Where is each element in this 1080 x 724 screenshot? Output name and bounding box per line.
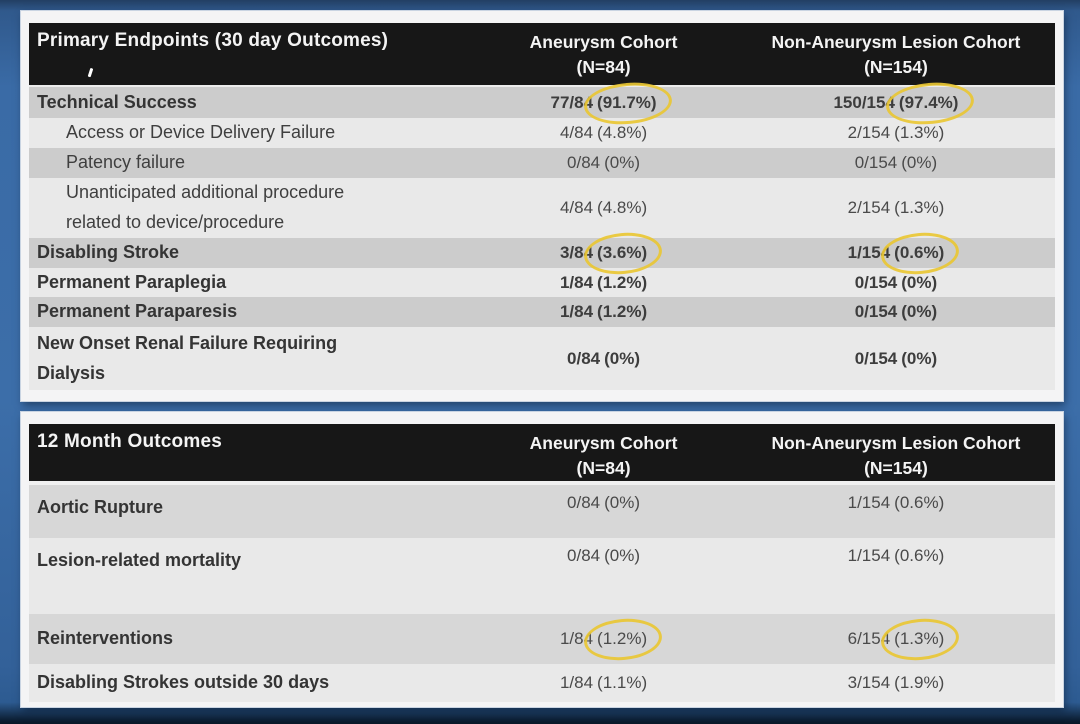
table-row-aortic-rupture: Aortic Rupture 0/84 (0%) 1/154 (0.6%) [29, 485, 1055, 538]
non-aneurysm-value: 6/154 (1.3%) [847, 629, 945, 648]
non-aneurysm-value: 2/154 (1.3%) [847, 198, 945, 217]
non-aneurysm-value: 2/154 (1.3%) [847, 123, 945, 142]
table-row-permanent-paraparesis: Permanent Paraparesis 1/84 (1.2%) 0/154 (0… [29, 297, 1055, 327]
aneurysm-value: 3/84 (3.6%) [559, 243, 648, 262]
non-aneurysm-value: 0/154 (0%) [854, 348, 938, 368]
circle-annotation: (91.7%) [597, 92, 657, 112]
table-row-disabling-strokes-outside: Disabling Strokes outside 30 days 1/84 (1… [29, 664, 1055, 702]
non-aneurysm-value: 150/154 (97.4%) [833, 92, 959, 112]
primary-endpoints-panel: Primary Endpoints (30 day Outcomes) Aneu… [21, 11, 1063, 401]
table-row-renal-failure: New Onset Renal Failure Requiring Dialys… [29, 327, 1055, 390]
row-label: Disabling Stroke [37, 242, 180, 263]
table-row-unanticipated-procedure: Unanticipated additional procedure relat… [29, 178, 1055, 238]
row-label: Access or Device Delivery Failure [66, 122, 336, 143]
aneurysm-value: 1/84 (1.2%) [559, 302, 648, 321]
table1-header: Primary Endpoints (30 day Outcomes) Aneu… [29, 23, 1055, 87]
aneurysm-cohort-header: Aneurysm Cohort (N=84) [529, 32, 678, 78]
row-label: Technical Success [37, 91, 197, 112]
table-row-technical-success: Technical Success 77/84 (91.7%) 150/154 (9… [29, 87, 1055, 118]
row-label: Reinterventions [37, 628, 174, 649]
table-row-reinterventions: Reinterventions 1/84 (1.2%) 6/154 (1.3%) [29, 614, 1055, 664]
aneurysm-value: 0/84 (0%) [567, 493, 641, 512]
non-aneurysm-value: 0/154 (0%) [854, 153, 938, 172]
circle-annotation: (1.3%) [894, 629, 945, 648]
table-row-lesion-mortality: Lesion-related mortality 0/84 (0%) 1/154(… [29, 538, 1055, 614]
aneurysm-value: 1/84 (1.2%) [559, 629, 648, 648]
aneurysm-value: 77/84 (91.7%) [550, 92, 657, 112]
aneurysm-value: 4/84 (4.8%) [559, 123, 648, 142]
aneurysm-cohort-header: Aneurysm Cohort (N=84) [529, 433, 678, 479]
non-aneurysm-value: 0/154 (0%) [854, 272, 938, 292]
table-row-patency-failure: Patency failure 0/84 (0%) 0/154 (0%) [29, 148, 1055, 178]
non-aneurysm-value: 1/154 (0.6%) [847, 493, 945, 512]
non-aneurysm-value: 0/154 (0%) [854, 302, 938, 321]
non-aneurysm-value: 1/154 (0.6%) [847, 546, 945, 565]
row-label: Permanent Paraparesis [37, 301, 238, 322]
circle-annotation: (3.6%) [597, 243, 648, 262]
aneurysm-value: 0/84 (0%) [567, 546, 641, 565]
row-label: Lesion-related mortality [37, 550, 242, 570]
circle-annotation: (97.4%) [898, 92, 959, 112]
non-aneurysm-cohort-header: Non-Aneurysm Lesion Cohort (N=154) [771, 433, 1021, 479]
row-label: New Onset Renal Failure Requiring Dialys… [37, 332, 338, 383]
table1-title: Primary Endpoints (30 day Outcomes) [37, 30, 389, 51]
table-row-access-failure: Access or Device Delivery Failure 4/84 (4… [29, 118, 1055, 148]
circle-annotation: (1.2%) [597, 629, 648, 648]
aneurysm-value: 1/84 (1.2%) [559, 272, 648, 292]
non-aneurysm-value: 3/154 (1.9%) [847, 673, 945, 692]
row-label: Unanticipated additional procedure relat… [66, 182, 345, 232]
table-row-disabling-stroke: Disabling Stroke 3/84 (3.6%) 1/154 (0.6%) [29, 238, 1055, 268]
circle-annotation: (0.6%) [894, 243, 945, 262]
row-label: Permanent Paraplegia [37, 272, 227, 292]
row-label: Aortic Rupture [37, 497, 163, 517]
row-label: Disabling Strokes outside 30 days [37, 672, 330, 693]
row-label: Patency failure [66, 152, 186, 173]
non-aneurysm-value: 1/154 (0.6%) [847, 243, 945, 262]
twelve-month-outcomes-panel: 12 Month Outcomes Aneurysm Cohort (N=84)… [21, 412, 1063, 707]
non-aneurysm-cohort-header: Non-Aneurysm Lesion Cohort (N=154) [87, 23, 1055, 85]
aneurysm-value: 4/84 (4.8%) [559, 198, 648, 217]
table-row-permanent-paraplegia: Permanent Paraplegia 1/84 (1.2%) 0/154 (0%… [29, 268, 1055, 297]
aneurysm-value: 1/84 (1.1%) [559, 673, 648, 692]
aneurysm-value: 0/84 (0%) [567, 153, 641, 172]
table2-header: 12 Month Outcomes Aneurysm Cohort (N=84)… [29, 424, 1055, 485]
twelve-month-outcomes-table: 12 Month Outcomes Aneurysm Cohort (N=84)… [29, 424, 1055, 702]
table2-title: 12 Month Outcomes [37, 431, 222, 452]
aneurysm-value: 0/84 (0%) [567, 348, 641, 368]
primary-endpoints-table: Primary Endpoints (30 day Outcomes) Aneu… [29, 23, 1055, 390]
